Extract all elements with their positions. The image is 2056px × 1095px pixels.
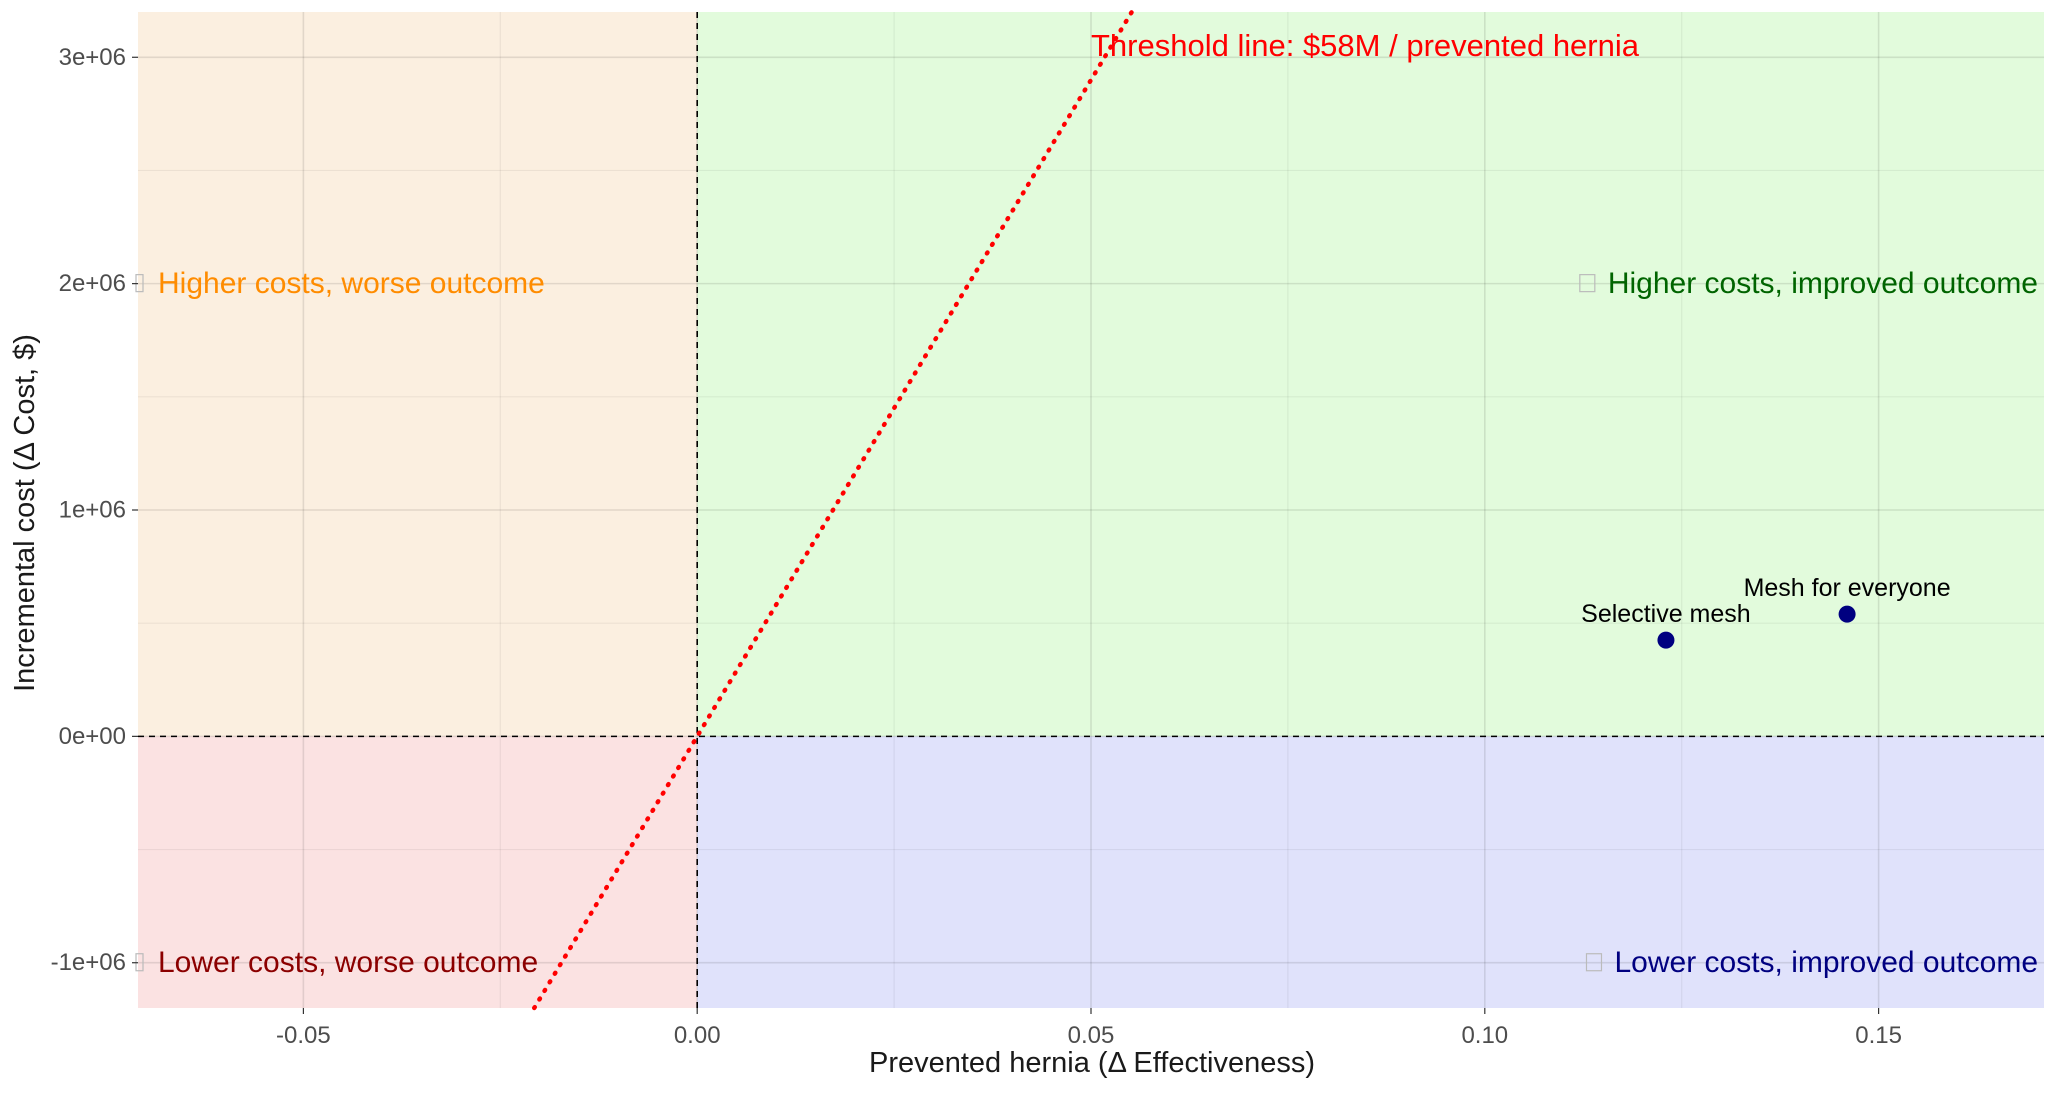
threshold-line [531, 9, 1134, 1011]
x-tick-label: 0.05 [1068, 1022, 1115, 1049]
quadrant-bottom-left [138, 736, 698, 1008]
quadrant-top-left [138, 12, 698, 737]
axis-ticks: -0.05 0.00 0.05 0.10 0.15 -1e+06 0e+00 1e+06 2e+… [51, 44, 1902, 1049]
y-tick-label: 1e+06 [59, 497, 126, 524]
y-tick-label: 3e+06 [59, 44, 126, 71]
quadrant-label-top-left: Higher costs, worse outcome [158, 267, 545, 300]
quadrant-top-right [697, 12, 2044, 737]
y-tick-label: -1e+06 [51, 949, 126, 976]
quadrant-bottom-right [697, 736, 2044, 1008]
y-tick-label: 2e+06 [59, 270, 126, 297]
data-points [1657, 605, 1856, 649]
x-axis-title: Prevented hernia (Δ Effectiveness) [869, 1047, 1315, 1079]
point-label: Selective mesh [1581, 600, 1751, 628]
y-axis-title: Incremental cost (Δ Cost, $) [9, 334, 41, 692]
quadrant-label-top-right: Higher costs, improved outcome [1608, 267, 2038, 300]
quadrant-backgrounds [138, 12, 2044, 1008]
y-tick-label: 0e+00 [59, 723, 126, 750]
x-tick-label: 0.00 [674, 1022, 721, 1049]
reference-lines [138, 12, 2044, 1008]
quadrant-label-bottom-right: Lower costs, improved outcome [1614, 946, 2038, 979]
x-tick-label: 0.10 [1461, 1022, 1508, 1049]
x-tick-label: 0.15 [1855, 1022, 1902, 1049]
threshold-label: Threshold line: $58M / prevented hernia [1091, 28, 1640, 63]
point-label: Mesh for everyone [1744, 574, 1951, 602]
glyph-placeholder-icon [1585, 953, 1603, 972]
glyph-placeholder-icon [1579, 274, 1596, 293]
threshold-line-group [531, 9, 1134, 1011]
x-tick-label: -0.05 [276, 1022, 331, 1049]
data-point [1838, 605, 1856, 623]
data-point [1657, 631, 1675, 649]
quadrant-label-bottom-left: Lower costs, worse outcome [158, 946, 538, 979]
